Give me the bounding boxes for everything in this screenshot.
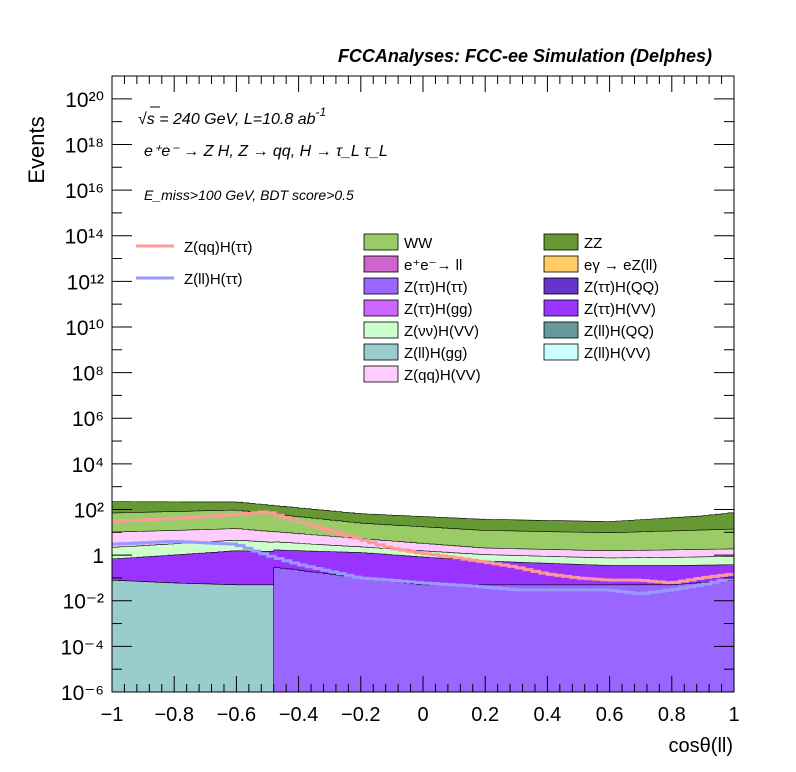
signal-line-1 <box>112 540 734 595</box>
y-axis: 10⁻⁶ 10⁻⁴ 10⁻² 1 10² 10⁴ 10⁶ 10⁸ 10¹⁰ 10¹² 10¹⁴ 10¹… <box>61 75 734 705</box>
x-tick-label: 1 <box>728 704 739 726</box>
legend-swatch <box>543 299 579 317</box>
legend-entry-label: Z(ττ)H(VV) <box>584 301 656 318</box>
legend-swatch <box>363 255 399 273</box>
legend-entry-label: Z(ττ)H(gg) <box>404 301 473 318</box>
x-tick-label: −0.6 <box>217 704 256 726</box>
y-tick-label: 10⁻⁴ <box>61 636 104 659</box>
legend-swatch <box>543 277 579 295</box>
x-tick-label: 0.4 <box>533 704 561 726</box>
legend-swatch <box>363 365 399 383</box>
legend-swatch <box>543 343 579 361</box>
legend-entry-label: Z(ll)H(QQ) <box>584 323 654 340</box>
y-tick-label: 10¹⁴ <box>65 226 104 249</box>
legend-swatch <box>363 233 399 251</box>
y-tick-label: 10¹⁶ <box>65 180 104 203</box>
chart-header: FCCAnalyses: FCC-ee Simulation (Delphes) <box>338 46 712 66</box>
x-tick-label: 0.6 <box>596 704 624 726</box>
legend-swatch <box>363 321 399 339</box>
legend-entry-label: Z(qq)H(ττ) <box>184 239 253 256</box>
legend-signals: Z(qq)H(ττ) Z(ll)H(ττ) <box>136 239 253 288</box>
legend-backgrounds: WW ZZ e⁺e⁻→ ll eγ → eZ(ll) Z(ττ)H(ττ) Z(ττ)H(… <box>363 233 659 384</box>
x-axis: −1 −0.8 −0.6 −0.4 −0.2 0 0.2 0.4 0.6 0.8 1 <box>101 76 740 726</box>
y-tick-label: 10¹² <box>67 271 104 294</box>
annotations: √s = 240 GeV, L=10.8 ab-1 e⁺e⁻ → Z H, Z … <box>138 105 388 203</box>
y-tick-label: 10⁶ <box>72 408 104 431</box>
process-annotation: e⁺e⁻ → Z H, Z → qq, H → τ_L τ_L <box>144 143 388 160</box>
legend-entry-label: Z(qq)H(VV) <box>404 367 481 384</box>
legend-swatch <box>363 299 399 317</box>
legend-swatch <box>543 233 579 251</box>
legend-entry-label: Z(ll)H(gg) <box>404 345 467 362</box>
legend-swatch <box>363 277 399 295</box>
legend-swatch <box>543 255 579 273</box>
signal-lines <box>112 510 734 595</box>
y-tick-label: 10¹⁰ <box>65 317 104 340</box>
x-tick-label: 0.8 <box>658 704 686 726</box>
y-axis-label: Events <box>24 116 49 183</box>
y-tick-label: 10⁸ <box>72 363 104 386</box>
x-tick-label: 0 <box>417 704 428 726</box>
y-tick-label: 10² <box>74 499 104 522</box>
x-tick-label: −0.8 <box>154 704 193 726</box>
legend-entry-label: Z(ll)H(VV) <box>584 345 651 362</box>
legend-entry-label: eγ → eZ(ll) <box>584 257 657 274</box>
x-tick-label: −0.2 <box>341 704 380 726</box>
cuts-annotation: E_miss>100 GeV, BDT score>0.5 <box>144 187 354 203</box>
plot-area <box>111 501 735 693</box>
legend-entry-label: Z(ττ)H(QQ) <box>584 279 659 296</box>
legend-entry-label: Z(νν)H(VV) <box>404 323 479 340</box>
energy-annotation: √s = 240 GeV, L=10.8 ab-1 <box>138 105 326 128</box>
legend-entry-label: Z(ττ)H(ττ) <box>404 279 468 296</box>
y-tick-label: 10¹⁸ <box>65 134 104 157</box>
x-tick-label: −1 <box>101 704 124 726</box>
energy-superscript: -1 <box>316 105 327 119</box>
legend-swatch <box>363 343 399 361</box>
legend-entry-label: ZZ <box>584 235 602 252</box>
legend-entry-label: Z(ll)H(ττ) <box>184 271 243 288</box>
signal-line-0 <box>112 510 734 585</box>
y-tick-label: 10²⁰ <box>65 89 104 112</box>
legend-entry-label: e⁺e⁻→ ll <box>404 257 462 274</box>
y-tick-label: 10⁻² <box>63 591 104 614</box>
x-axis-label: cosθ(ll) <box>669 735 733 757</box>
y-tick-label: 10⁴ <box>72 454 104 477</box>
legend-entry-label: WW <box>404 235 433 252</box>
y-tick-label: 10⁻⁶ <box>61 682 104 705</box>
legend-swatch <box>543 321 579 339</box>
y-tick-label: 1 <box>92 545 104 568</box>
x-tick-label: 0.2 <box>471 704 499 726</box>
x-tick-label: −0.4 <box>279 704 318 726</box>
